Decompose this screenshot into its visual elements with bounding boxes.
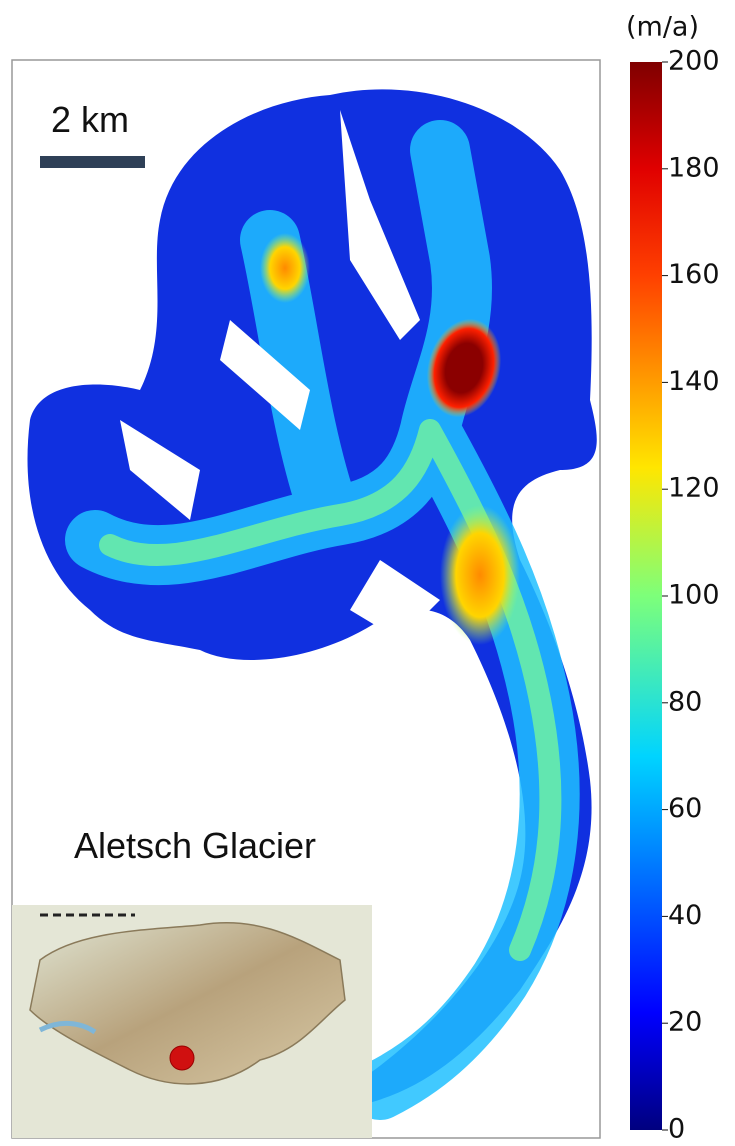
scale-bar [40, 156, 145, 168]
colorbar-tick-label: 160 [668, 259, 720, 290]
colorbar-tick-label: 40 [668, 900, 702, 931]
colorbar-tick-label: 0 [668, 1114, 685, 1145]
colorbar-unit: (m/a) [626, 12, 699, 43]
colorbar-tick-label: 180 [668, 152, 720, 183]
colorbar-tick-label: 100 [668, 580, 720, 611]
colorbar-tick-label: 20 [668, 1007, 702, 1038]
location-label: Aletsch Glacier [74, 825, 316, 866]
scale-bar-label: 2 km [51, 99, 129, 140]
colorbar-tick-label: 200 [668, 46, 720, 77]
colorbar-ticks: 0 20 40 60 80 100 120 140 160 180 200 [662, 46, 720, 1145]
inset-map [12, 905, 372, 1138]
colorbar-tick-label: 120 [668, 473, 720, 504]
colorbar-tick-label: 140 [668, 366, 720, 397]
colorbar-tick-label: 60 [668, 793, 702, 824]
colorbar-tick-label: 80 [668, 686, 702, 717]
glacier [27, 89, 597, 1120]
colorbar [630, 62, 662, 1130]
